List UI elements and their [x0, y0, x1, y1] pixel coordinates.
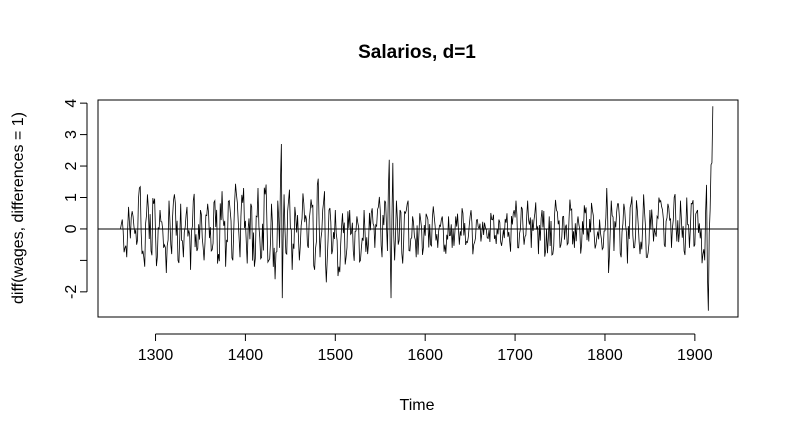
y-axis-label: diff(wages, differences = 1): [10, 112, 27, 304]
plot-frame: [97, 99, 739, 318]
x-tick-label: 1900: [677, 347, 713, 364]
y-tick-label: 3: [63, 130, 80, 139]
x-tick-label: 1800: [587, 347, 623, 364]
chart-title: Salarios, d=1: [358, 42, 476, 63]
x-axis: 1300 1400 1500 1600 1700 1800 1900: [138, 333, 713, 364]
x-tick-label: 1700: [497, 347, 533, 364]
x-tick-label: 1300: [138, 347, 174, 364]
y-axis: -2 0 1 2 3 4: [63, 99, 88, 299]
y-tick-label: 0: [63, 224, 80, 233]
y-tick-label: 1: [63, 193, 80, 202]
x-tick-label: 1500: [318, 347, 354, 364]
series-layer: [120, 106, 714, 311]
y-tick-label: 2: [63, 161, 80, 170]
x-tick-label: 1600: [407, 347, 443, 364]
x-tick-label: 1400: [228, 347, 264, 364]
y-tick-label: 4: [63, 99, 80, 108]
y-tick-label: -2: [63, 285, 80, 299]
series-line: [120, 106, 714, 311]
x-axis-label: Time: [400, 397, 435, 414]
